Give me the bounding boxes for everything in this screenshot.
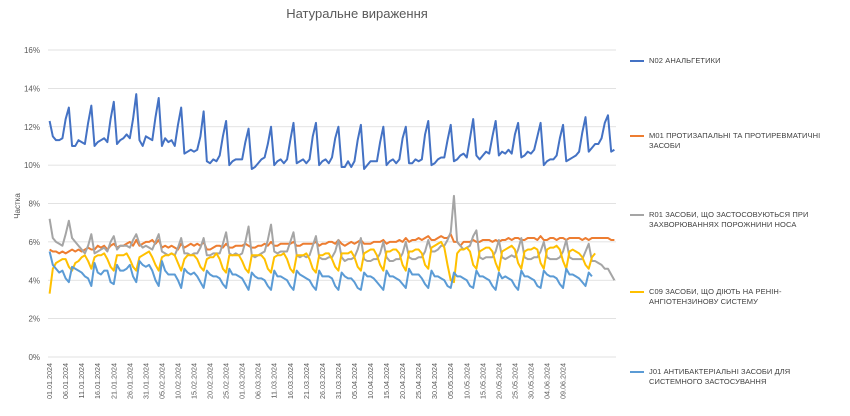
x-tick-label: 05.05.2024 [446,363,455,399]
y-tick-label: 16% [24,46,40,55]
x-tick-label: 16.03.2024 [286,363,295,399]
y-tick-label: 12% [24,123,40,132]
x-tick-label: 20.02.2024 [206,363,215,399]
x-tick-label: 10.04.2024 [366,363,375,399]
y-tick-label: 4% [28,276,40,285]
x-tick-label: 09.06.2024 [559,363,568,399]
x-tick-label: 15.04.2024 [382,363,391,399]
legend-label: J01 АНТИБАКТЕРІАЛЬНІ ЗАСОБИ ДЛЯ СИСТЕМНО… [649,367,791,386]
x-tick-label: 25.04.2024 [414,363,423,399]
x-tick-label: 25.05.2024 [510,363,519,399]
series-line-5 [48,251,593,291]
x-tick-label: 06.01.2024 [61,363,70,399]
legend-item-2: M01 ПРОТИЗАПАЛЬНІ ТА ПРОТИРЕВМАТИЧНІ ЗАС… [630,131,845,151]
legend-item-3: R01 ЗАСОБИ, ЩО ЗАСТОСОВУЮТЬСЯ ПРИ ЗАХВОР… [630,210,845,230]
y-axis-label: Частка [13,193,22,219]
x-tick-label: 20.05.2024 [494,363,503,399]
y-tick-label: 2% [28,315,40,324]
legend-swatch [630,371,644,373]
x-tick-label: 15.05.2024 [478,363,487,399]
legend-label: M01 ПРОТИЗАПАЛЬНІ ТА ПРОТИРЕВМАТИЧНІ ЗАС… [649,131,821,150]
series-lines [48,93,616,294]
x-tick-label: 31.03.2024 [334,363,343,399]
legend-swatch [630,135,644,137]
y-axis-ticks: 0% 2% 4% 6% 8% 10% 12% 14% 16% [24,46,40,362]
y-tick-label: 8% [28,200,40,209]
x-tick-label: 10.02.2024 [173,363,182,399]
legend-swatch [630,60,644,62]
x-tick-label: 11.01.2024 [77,363,86,398]
legend-item-5: J01 АНТИБАКТЕРІАЛЬНІ ЗАСОБИ ДЛЯ СИСТЕМНО… [630,367,845,387]
x-tick-label: 26.01.2024 [125,363,134,399]
legend-label: N02 АНАЛЬГЕТИКИ [649,56,721,65]
x-tick-label: 20.04.2024 [398,363,407,399]
legend-swatch [630,214,644,216]
chart-title: Натуральне вираження [286,6,428,21]
x-tick-label: 21.01.2024 [109,363,118,399]
y-tick-label: 6% [28,238,40,247]
x-tick-label: 31.01.2024 [141,363,150,399]
gridlines [48,49,616,358]
x-tick-label: 01.01.2024 [45,363,54,399]
legend-item-1: N02 АНАЛЬГЕТИКИ [630,56,845,66]
x-tick-label: 05.04.2024 [350,363,359,399]
series-line-1 [48,93,615,170]
x-tick-label: 01.03.2024 [238,363,247,399]
y-tick-label: 0% [28,353,40,362]
x-tick-label: 15.02.2024 [190,363,199,399]
legend-label: C09 ЗАСОБИ, ЩО ДІЮТЬ НА РЕНІН-АНГІОТЕНЗИ… [649,287,782,306]
x-tick-label: 21.03.2024 [302,363,311,399]
y-tick-label: 14% [24,84,40,93]
x-tick-label: 25.02.2024 [222,363,231,399]
x-tick-label: 30.05.2024 [526,363,535,399]
legend-swatch [630,291,644,293]
x-tick-label: 11.03.2024 [270,363,279,398]
x-tick-label: 16.01.2024 [93,363,102,399]
x-tick-label: 05.02.2024 [157,363,166,399]
legend: N02 АНАЛЬГЕТИКИ M01 ПРОТИЗАПАЛЬНІ ТА ПРОТ… [630,0,850,416]
x-tick-label: 04.06.2024 [543,363,552,399]
x-tick-label: 10.05.2024 [462,363,471,399]
x-tick-label: 30.04.2024 [430,363,439,399]
x-axis-ticks: 01.01.2024 06.01.2024 11.01.2024 16.01.2024… [45,363,567,399]
y-tick-label: 10% [24,161,40,170]
legend-item-4: C09 ЗАСОБИ, ЩО ДІЮТЬ НА РЕНІН-АНГІОТЕНЗИ… [630,287,845,307]
legend-label: R01 ЗАСОБИ, ЩО ЗАСТОСОВУЮТЬСЯ ПРИ ЗАХВОР… [649,210,809,229]
x-tick-label: 26.03.2024 [318,363,327,399]
x-tick-label: 06.03.2024 [254,363,263,399]
series-line-4 [48,240,596,294]
